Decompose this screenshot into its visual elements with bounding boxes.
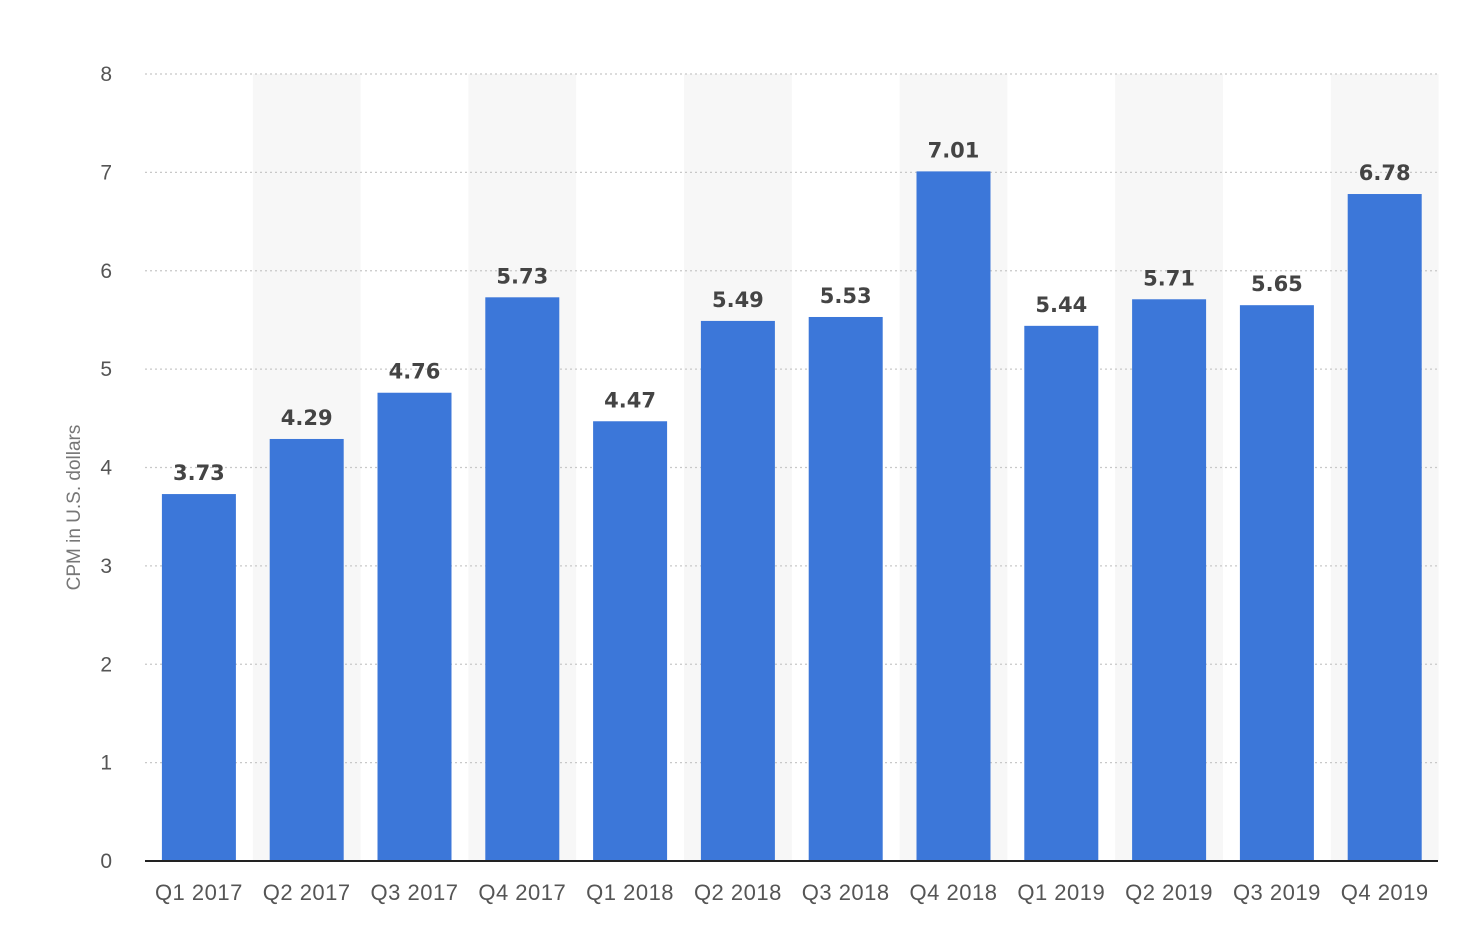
bar bbox=[916, 171, 991, 862]
x-tick-label: Q2 2018 bbox=[694, 880, 782, 905]
x-tick-label: Q3 2017 bbox=[371, 880, 459, 905]
value-labels: 3.73 4.29 4.76 5.73 4.47 5.49 5.53 7.01 5.44 5.71… bbox=[173, 138, 1411, 485]
y-tick-label: 1 bbox=[100, 752, 112, 775]
y-tick-labels: 0 1 2 3 4 5 6 7 8 bbox=[100, 63, 112, 873]
x-tick-label: Q4 2019 bbox=[1341, 880, 1429, 905]
y-tick-label: 8 bbox=[100, 63, 112, 86]
data-label: 7.01 bbox=[928, 138, 980, 162]
bar bbox=[1239, 305, 1314, 861]
data-label: 4.76 bbox=[389, 360, 441, 384]
bar bbox=[1024, 325, 1099, 862]
x-tick-label: Q4 2018 bbox=[910, 880, 998, 905]
bar bbox=[269, 438, 344, 861]
grid-lines bbox=[145, 73, 1438, 764]
data-label: 5.44 bbox=[1035, 293, 1087, 317]
data-label: 3.73 bbox=[173, 461, 225, 485]
y-tick-label: 0 bbox=[100, 850, 112, 873]
data-label: 4.29 bbox=[281, 406, 333, 430]
x-tick-label: Q2 2019 bbox=[1125, 880, 1213, 905]
bar bbox=[808, 316, 883, 862]
data-label: 5.73 bbox=[496, 264, 548, 288]
x-tick-labels: Q1 2017 Q2 2017 Q3 2017 Q4 2017 Q1 2018 Q2 20… bbox=[155, 880, 1429, 905]
bar bbox=[377, 392, 452, 861]
x-tick-label: Q3 2019 bbox=[1233, 880, 1321, 905]
x-tick-label: Q3 2018 bbox=[802, 880, 890, 905]
bar bbox=[485, 297, 560, 861]
data-label: 5.71 bbox=[1143, 266, 1195, 290]
data-label: 4.47 bbox=[604, 388, 656, 412]
data-label: 5.49 bbox=[712, 288, 764, 312]
x-tick-label: Q1 2018 bbox=[586, 880, 674, 905]
y-tick-label: 2 bbox=[100, 653, 112, 676]
bar bbox=[161, 494, 236, 861]
bar bbox=[1347, 194, 1422, 861]
bar bbox=[1132, 299, 1207, 861]
x-tick-label: Q1 2019 bbox=[1017, 880, 1105, 905]
y-tick-label: 7 bbox=[100, 161, 112, 184]
y-axis-title: CPM in U.S. dollars bbox=[64, 425, 85, 591]
y-tick-label: 6 bbox=[100, 260, 112, 283]
data-label: 5.65 bbox=[1251, 272, 1303, 296]
y-tick-label: 5 bbox=[100, 358, 112, 381]
data-label: 6.78 bbox=[1359, 161, 1411, 185]
data-label: 5.53 bbox=[820, 284, 872, 308]
y-tick-label: 4 bbox=[100, 457, 112, 480]
x-tick-label: Q4 2017 bbox=[478, 880, 566, 905]
bar bbox=[700, 320, 775, 861]
y-tick-label: 3 bbox=[100, 555, 112, 578]
bars bbox=[161, 171, 1422, 862]
x-tick-label: Q1 2017 bbox=[155, 880, 243, 905]
x-tick-label: Q2 2017 bbox=[263, 880, 351, 905]
bar bbox=[593, 421, 668, 861]
